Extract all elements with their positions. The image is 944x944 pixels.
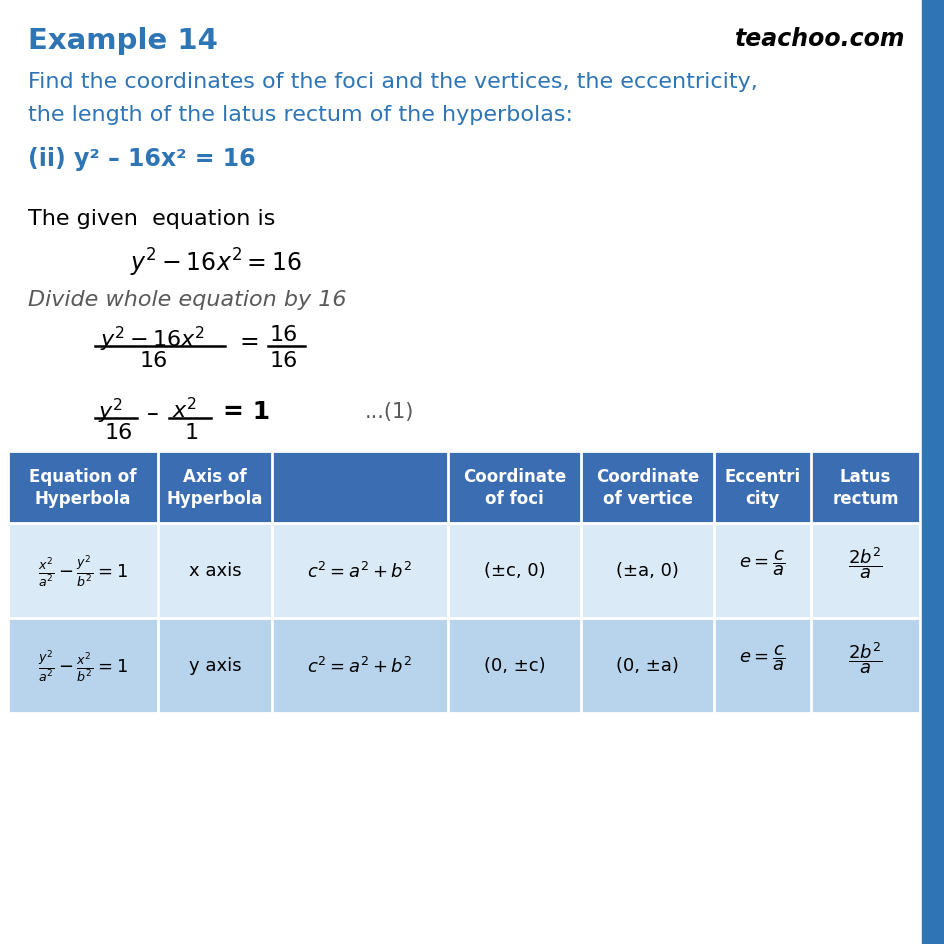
Text: Coordinate
of foci: Coordinate of foci [463, 467, 565, 508]
Text: 16: 16 [270, 350, 298, 371]
Text: teachoo.com: teachoo.com [733, 27, 904, 51]
Bar [8, 523, 919, 618]
Text: $\mathit{y}^2$: $\mathit{y}^2$ [98, 396, 123, 426]
Text: 16: 16 [105, 423, 133, 443]
Text: $\mathit{x}^2$: $\mathit{x}^2$ [172, 396, 196, 422]
Text: $\dfrac{2b^2}{a}$: $\dfrac{2b^2}{a}$ [847, 545, 882, 581]
Text: (0, ±a): (0, ±a) [615, 657, 678, 675]
Bar [8, 618, 919, 714]
Text: =: = [240, 329, 260, 354]
Text: Axis of
Hyperbola: Axis of Hyperbola [167, 467, 263, 508]
Bar [921, 0, 944, 944]
Text: $c^2 = a^2 + b^2$: $c^2 = a^2 + b^2$ [307, 656, 413, 676]
Text: $\frac{x^2}{a^2} - \frac{y^2}{b^2} = 1$: $\frac{x^2}{a^2} - \frac{y^2}{b^2} = 1$ [38, 553, 127, 589]
Text: $\dfrac{2b^2}{a}$: $\dfrac{2b^2}{a}$ [847, 640, 882, 676]
Text: $\frac{y^2}{a^2} - \frac{x^2}{b^2} = 1$: $\frac{y^2}{a^2} - \frac{x^2}{b^2} = 1$ [38, 648, 127, 683]
Text: $\mathit{y}^2 - 16\mathit{x}^2 = 16$: $\mathit{y}^2 - 16\mathit{x}^2 = 16$ [130, 246, 301, 278]
Text: Latus
rectum: Latus rectum [832, 467, 898, 508]
Text: ...(1): ...(1) [364, 401, 413, 422]
Text: (ii) y² – 16x² = 16: (ii) y² – 16x² = 16 [28, 147, 256, 171]
Text: –: – [147, 401, 159, 426]
Text: = 1: = 1 [223, 399, 270, 424]
Text: (0, ±c): (0, ±c) [483, 657, 545, 675]
Text: 16: 16 [270, 325, 298, 345]
Text: $c^2 = a^2 + b^2$: $c^2 = a^2 + b^2$ [307, 561, 413, 581]
Text: Coordinate
of vertice: Coordinate of vertice [596, 467, 699, 508]
Bar [8, 451, 919, 523]
Text: (±c, 0): (±c, 0) [483, 562, 545, 580]
Text: 16: 16 [140, 350, 168, 371]
Text: $e = \dfrac{c}{a}$: $e = \dfrac{c}{a}$ [738, 643, 784, 673]
Text: Eccentri
city: Eccentri city [724, 467, 800, 508]
Text: the length of the latus rectum of the hyperbolas:: the length of the latus rectum of the hy… [28, 105, 572, 125]
Text: Find the coordinates of the foci and the vertices, the eccentricity,: Find the coordinates of the foci and the… [28, 72, 757, 92]
Text: Example 14: Example 14 [28, 27, 218, 55]
Text: Divide whole equation by 16: Divide whole equation by 16 [28, 290, 346, 310]
Text: $\mathit{y}^2-16\mathit{x}^2$: $\mathit{y}^2-16\mathit{x}^2$ [100, 325, 205, 354]
Text: $e = \dfrac{c}{a}$: $e = \dfrac{c}{a}$ [738, 548, 784, 578]
Text: The given  equation is: The given equation is [28, 209, 275, 228]
Text: x axis: x axis [189, 562, 241, 580]
Text: 1: 1 [185, 423, 199, 443]
Text: y axis: y axis [189, 657, 241, 675]
Text: (±a, 0): (±a, 0) [615, 562, 678, 580]
Text: Equation of
Hyperbola: Equation of Hyperbola [29, 467, 137, 508]
